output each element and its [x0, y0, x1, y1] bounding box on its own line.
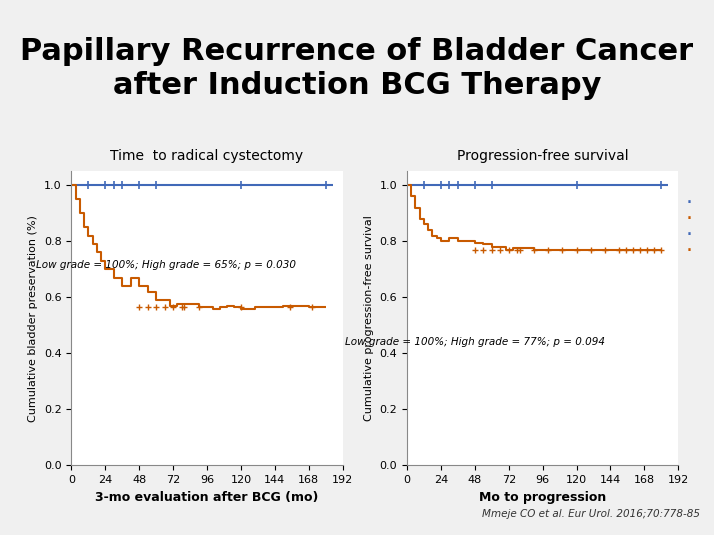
Text: ·: · — [685, 193, 693, 213]
Y-axis label: Cumulative progression-free survival: Cumulative progression-free survival — [364, 216, 374, 421]
Title: Time  to radical cystectomy: Time to radical cystectomy — [111, 149, 303, 163]
Text: Low grade = 100%; High grade = 65%; p = 0.030: Low grade = 100%; High grade = 65%; p = … — [36, 261, 296, 270]
X-axis label: Mo to progression: Mo to progression — [479, 491, 606, 504]
Text: Papillary Recurrence of Bladder Cancer
after Induction BCG Therapy: Papillary Recurrence of Bladder Cancer a… — [21, 37, 693, 100]
X-axis label: 3-mo evaluation after BCG (mo): 3-mo evaluation after BCG (mo) — [96, 491, 318, 504]
Text: ·: · — [685, 209, 693, 230]
Text: ·: · — [685, 225, 693, 246]
Title: Progression-free survival: Progression-free survival — [457, 149, 628, 163]
Text: ·: · — [685, 241, 693, 262]
Y-axis label: Cumulative bladder preservation (%): Cumulative bladder preservation (%) — [29, 215, 39, 422]
Text: Low grade = 100%; High grade = 77%; p = 0.094: Low grade = 100%; High grade = 77%; p = … — [345, 337, 605, 347]
Text: Mmeje CO et al. Eur Urol. 2016;70:778-85: Mmeje CO et al. Eur Urol. 2016;70:778-85 — [482, 509, 700, 519]
